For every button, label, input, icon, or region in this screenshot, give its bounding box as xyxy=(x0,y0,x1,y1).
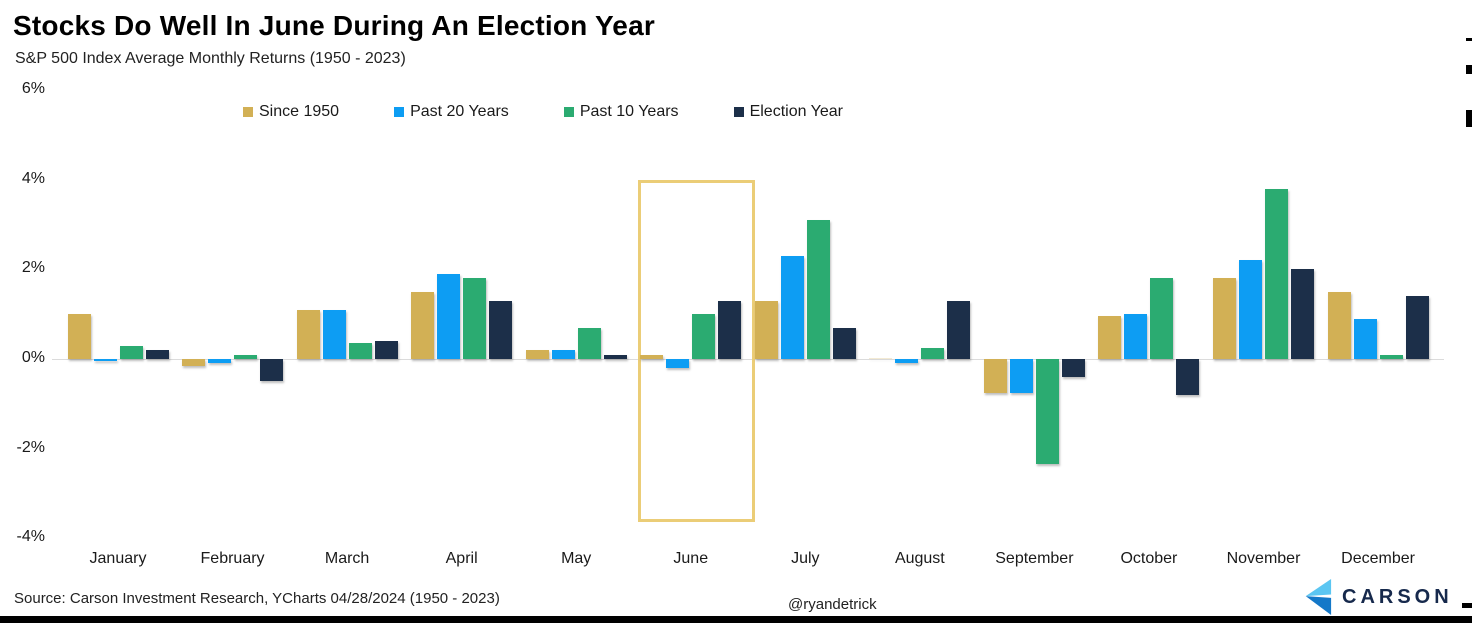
x-label-may: May xyxy=(561,550,592,567)
zero-gridline xyxy=(52,359,1444,360)
bar-june-election-year xyxy=(718,300,742,359)
x-label-december: December xyxy=(1341,550,1415,567)
legend-swatch-icon xyxy=(733,107,744,117)
bar-december-since-1950 xyxy=(1327,291,1351,359)
bar-february-past-20-years xyxy=(208,359,232,364)
bar-november-since-1950 xyxy=(1213,278,1236,359)
y-tick-label-neg2: -2% xyxy=(16,438,45,456)
bar-september-since-1950 xyxy=(983,359,1007,393)
x-label-november: November xyxy=(1226,550,1301,567)
bar-october-past-10-years xyxy=(1150,278,1174,359)
x-label-march: March xyxy=(324,550,370,567)
author-handle: @ryandetrick xyxy=(788,596,877,613)
bar-december-election-year xyxy=(1405,296,1429,359)
legend-item-past-20-years: Past 20 Years xyxy=(394,103,509,121)
carson-logo: CARSON xyxy=(1303,579,1453,615)
bar-july-since-1950 xyxy=(754,300,778,359)
bar-march-election-year xyxy=(374,341,398,359)
legend-label: Since 1950 xyxy=(259,103,340,120)
bar-april-past-10-years xyxy=(463,278,487,359)
bar-november-past-10-years xyxy=(1265,188,1288,359)
bar-september-past-20-years xyxy=(1009,359,1033,393)
bar-march-past-10-years xyxy=(348,343,372,359)
bar-november-election-year xyxy=(1291,269,1314,359)
legend-swatch-icon xyxy=(563,107,574,117)
bar-august-past-10-years xyxy=(921,347,945,359)
y-tick-label-4: 4% xyxy=(21,169,45,187)
x-label-june: June xyxy=(673,550,709,567)
edge-artifact xyxy=(1462,603,1472,608)
bar-may-since-1950 xyxy=(525,350,549,359)
bar-october-past-20-years xyxy=(1124,314,1148,359)
bar-august-since-1950 xyxy=(869,357,893,359)
bar-january-election-year xyxy=(145,350,169,359)
edge-artifact xyxy=(1466,65,1472,74)
bar-july-past-10-years xyxy=(806,220,830,359)
bar-june-past-10-years xyxy=(692,314,716,359)
x-label-october: October xyxy=(1120,550,1178,567)
bar-march-since-1950 xyxy=(296,309,320,359)
bar-may-past-10-years xyxy=(577,327,601,359)
bar-january-past-20-years xyxy=(93,359,117,362)
brand-name: CARSON xyxy=(1342,585,1453,608)
carson-chevron-icon xyxy=(1305,579,1332,615)
bar-august-election-year xyxy=(947,300,971,359)
legend-item-since-1950: Since 1950 xyxy=(243,103,339,121)
y-tick-label-neg4: -4% xyxy=(16,528,45,546)
y-tick-label-2: 2% xyxy=(21,259,45,277)
legend-label: Past 10 Years xyxy=(579,103,679,120)
chart-subtitle: S&P 500 Index Average Monthly Returns (1… xyxy=(15,50,406,67)
edge-artifact xyxy=(1466,110,1472,127)
bar-july-past-20-years xyxy=(780,255,804,359)
bar-june-since-1950 xyxy=(640,354,664,359)
bar-september-past-10-years xyxy=(1035,359,1059,465)
x-label-august: August xyxy=(894,550,945,567)
source-text: Source: Carson Investment Research, YCha… xyxy=(14,590,500,607)
bar-october-election-year xyxy=(1176,359,1200,395)
bar-april-election-year xyxy=(489,300,513,359)
bar-february-since-1950 xyxy=(182,359,206,366)
edge-artifact xyxy=(1466,38,1472,41)
x-label-february: February xyxy=(200,550,265,567)
legend-label: Past 20 Years xyxy=(410,103,509,120)
legend-swatch-icon xyxy=(243,107,253,117)
bar-april-since-1950 xyxy=(411,291,435,359)
bottom-border-bar xyxy=(0,616,1472,623)
bar-december-past-20-years xyxy=(1353,318,1377,359)
bar-april-past-20-years xyxy=(437,273,461,359)
bar-february-past-10-years xyxy=(234,354,258,359)
legend-item-past-10-years: Past 10 Years xyxy=(563,103,679,121)
legend-item-election-year: Election Year xyxy=(733,103,843,121)
x-label-july: July xyxy=(791,550,820,567)
legend-swatch-icon xyxy=(394,107,405,117)
bar-august-past-20-years xyxy=(895,359,919,364)
bar-january-since-1950 xyxy=(67,314,91,359)
bar-september-election-year xyxy=(1061,359,1085,377)
june-highlight-box xyxy=(638,179,756,522)
x-label-april: April xyxy=(445,550,478,567)
y-tick-label-0: 0% xyxy=(21,349,45,366)
bar-march-past-20-years xyxy=(322,309,346,359)
bar-may-past-20-years xyxy=(551,350,575,359)
bar-october-since-1950 xyxy=(1098,316,1122,359)
x-label-january: January xyxy=(89,550,147,567)
legend: Since 1950 Past 20 Years Past 10 Years Elec… xyxy=(243,103,843,121)
bar-may-election-year xyxy=(603,354,627,359)
bar-january-past-10-years xyxy=(119,345,143,359)
y-tick-label-6: 6% xyxy=(21,80,45,98)
chart-title: Stocks Do Well In June During An Electio… xyxy=(13,10,655,41)
legend-label: Election Year xyxy=(749,103,843,120)
x-label-september: September xyxy=(995,550,1074,567)
bar-december-past-10-years xyxy=(1379,354,1403,359)
bar-july-election-year xyxy=(832,327,856,359)
bar-june-past-20-years xyxy=(666,359,690,368)
bar-november-past-20-years xyxy=(1239,260,1262,359)
bar-february-election-year xyxy=(260,359,284,382)
